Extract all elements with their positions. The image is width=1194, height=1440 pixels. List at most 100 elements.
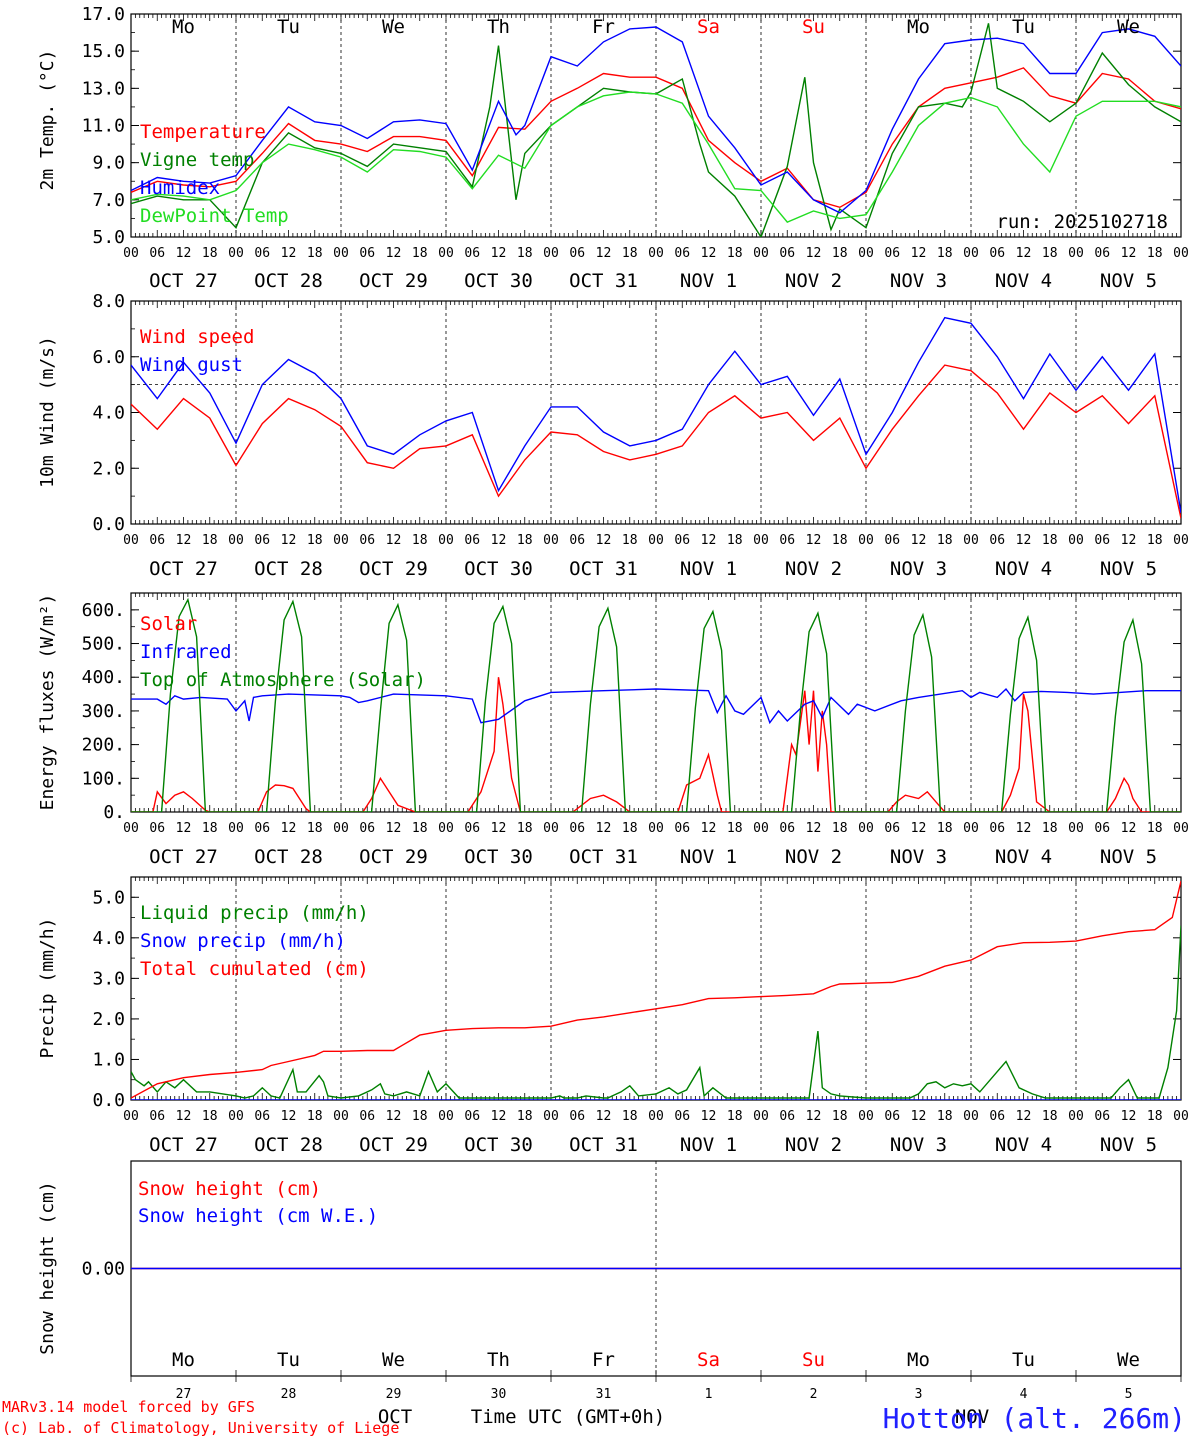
- wind-date-label: OCT 27: [149, 558, 218, 580]
- precip-hour-label: 12: [386, 1109, 402, 1124]
- temperature-date-label: NOV 2: [785, 270, 842, 292]
- temperature-hour-label: 06: [464, 246, 480, 261]
- precip-date-label: OCT 27: [149, 1134, 218, 1156]
- energy-date-label: NOV 1: [680, 846, 737, 868]
- model-credit-line: MARv3.14 model forced by GFS: [2, 1398, 255, 1416]
- precip-hour-label: 00: [858, 1109, 874, 1124]
- energy-hour-label: 18: [202, 821, 218, 836]
- precip-legend-liquid-precip-mm-h-: Liquid precip (mm/h): [140, 902, 369, 924]
- wind-hour-label: 00: [963, 533, 979, 548]
- temperature-series-temperature: [131, 67, 1181, 209]
- temperature-date-label: OCT 30: [464, 270, 533, 292]
- energy-series-solar: [131, 677, 1181, 812]
- bottom-day-number: 28: [281, 1387, 297, 1402]
- energy-hour-label: 06: [884, 821, 900, 836]
- precip-date-label: NOV 5: [1100, 1134, 1157, 1156]
- wind-legend-wind-gust: Wind gust: [140, 354, 243, 376]
- wind-legend-wind-speed: Wind speed: [140, 326, 254, 348]
- day-name-top: We: [382, 16, 405, 38]
- wind-hour-label: 18: [832, 533, 848, 548]
- wind-hour-label: 06: [779, 533, 795, 548]
- precip-hour-label: 12: [596, 1109, 612, 1124]
- day-name-top: Fr: [592, 16, 615, 38]
- temperature-hour-label: 00: [753, 246, 769, 261]
- precip-date-label: OCT 31: [569, 1134, 638, 1156]
- temperature-hour-label: 06: [569, 246, 585, 261]
- energy-ytick-label: 600.: [82, 600, 125, 621]
- temperature-hour-label: 00: [123, 246, 139, 261]
- precip-hour-label: 00: [753, 1109, 769, 1124]
- day-name-bottom: Su: [802, 1349, 825, 1371]
- wind-date-label: OCT 28: [254, 558, 323, 580]
- wind-ylabel: 10m Wind (m/s): [37, 336, 58, 488]
- wind-hour-label: 06: [569, 533, 585, 548]
- day-name-top: Sa: [697, 16, 720, 38]
- energy-hour-label: 00: [438, 821, 454, 836]
- wind-hour-label: 12: [701, 533, 717, 548]
- energy-ytick-label: 400.: [82, 667, 125, 688]
- wind-hour-label: 18: [937, 533, 953, 548]
- energy-date-label: OCT 30: [464, 846, 533, 868]
- wind-hour-label: 12: [806, 533, 822, 548]
- energy-hour-label: 00: [333, 821, 349, 836]
- wind-hour-label: 12: [491, 533, 507, 548]
- precip-hour-label: 18: [727, 1109, 743, 1124]
- precip-series-liquid-precip-mm-h-: [131, 925, 1181, 1099]
- temperature-legend-temperature: Temperature: [140, 121, 266, 143]
- precip-ytick-label: 0.0: [92, 1090, 125, 1111]
- precip-hour-label: 12: [1121, 1109, 1137, 1124]
- energy-legend-solar: Solar: [140, 613, 197, 635]
- wind-hour-label: 06: [1094, 533, 1110, 548]
- precip-hour-label: 00: [333, 1109, 349, 1124]
- temperature-date-label: NOV 1: [680, 270, 737, 292]
- temperature-legend-vigne-temp: Vigne temp: [140, 149, 254, 171]
- precip-hour-label: 00: [123, 1109, 139, 1124]
- energy-hour-label: 06: [464, 821, 480, 836]
- energy-hour-label: 12: [701, 821, 717, 836]
- temperature-ytick-label: 13.0: [82, 78, 125, 99]
- bottom-day-number: 4: [1020, 1387, 1028, 1402]
- energy-hour-label: 18: [727, 821, 743, 836]
- temperature-hour-label: 06: [884, 246, 900, 261]
- temperature-hour-label: 18: [202, 246, 218, 261]
- precip-ytick-label: 2.0: [92, 1009, 125, 1030]
- precip-hour-label: 06: [779, 1109, 795, 1124]
- wind-hour-label: 12: [281, 533, 297, 548]
- temperature-ytick-label: 11.0: [82, 116, 125, 137]
- energy-date-label: NOV 2: [785, 846, 842, 868]
- energy-hour-label: 00: [228, 821, 244, 836]
- temperature-hour-label: 18: [412, 246, 428, 261]
- wind-ytick-label: 4.0: [92, 403, 125, 424]
- precip-ytick-label: 3.0: [92, 968, 125, 989]
- precip-hour-label: 12: [1016, 1109, 1032, 1124]
- temperature-hour-label: 00: [1173, 246, 1189, 261]
- precip-hour-label: 18: [937, 1109, 953, 1124]
- precip-hour-label: 06: [254, 1109, 270, 1124]
- temperature-hour-label: 06: [149, 246, 165, 261]
- day-name-top: Tu: [1012, 16, 1035, 38]
- wind-hour-label: 06: [674, 533, 690, 548]
- day-name-top: Th: [487, 16, 510, 38]
- wind-ytick-label: 6.0: [92, 347, 125, 368]
- temperature-date-label: OCT 31: [569, 270, 638, 292]
- snow-panel: [130, 1160, 1182, 1382]
- energy-ylabel: Energy fluxes (W/m²): [37, 594, 58, 811]
- energy-hour-label: 00: [123, 821, 139, 836]
- temperature-hour-label: 06: [1094, 246, 1110, 261]
- precip-date-label: OCT 30: [464, 1134, 533, 1156]
- wind-series-wind-speed: [131, 364, 1181, 519]
- wind-hour-label: 18: [517, 533, 533, 548]
- wind-series-wind-gust: [131, 316, 1181, 514]
- energy-date-label: OCT 28: [254, 846, 323, 868]
- wind-hour-label: 00: [1173, 533, 1189, 548]
- precip-hour-label: 18: [1147, 1109, 1163, 1124]
- temperature-ytick-label: 7.0: [92, 190, 125, 211]
- precip-hour-label: 06: [359, 1109, 375, 1124]
- energy-date-label: NOV 3: [890, 846, 947, 868]
- energy-series-infrared: [131, 687, 1181, 725]
- snow-ytick-label: 0.00: [82, 1259, 125, 1280]
- precip-ytick-label: 4.0: [92, 928, 125, 949]
- precip-hour-label: 00: [438, 1109, 454, 1124]
- wind-hour-label: 06: [989, 533, 1005, 548]
- temperature-hour-label: 00: [438, 246, 454, 261]
